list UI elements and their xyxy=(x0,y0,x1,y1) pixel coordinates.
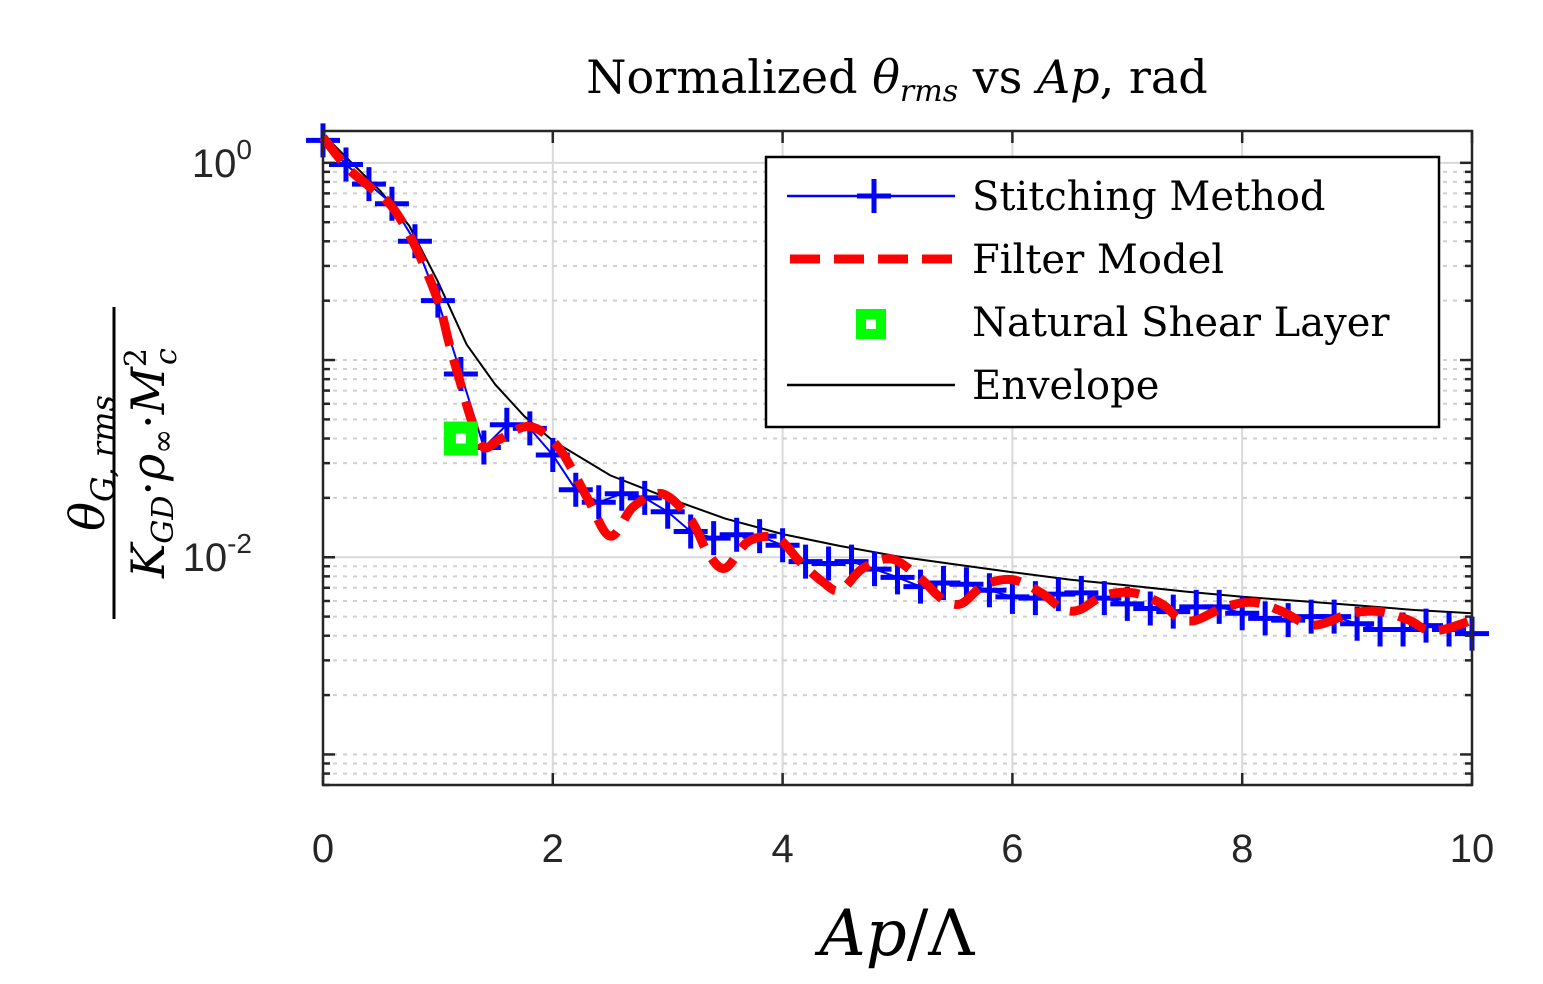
title-theta: θ xyxy=(872,50,900,104)
stitching-marker xyxy=(604,476,639,511)
shear-layer-marker-center xyxy=(455,433,466,444)
xlabel-ap: Ap xyxy=(815,897,907,971)
x-tick-label: 8 xyxy=(1231,827,1253,871)
legend-entry-filter: Filter Model xyxy=(790,237,1224,283)
title-prefix: Normalized xyxy=(586,50,872,104)
legend-entry-envelope: Envelope xyxy=(787,363,1159,409)
axes-layer: 0 2 4 6 8 10 100 10-2 xyxy=(183,129,1495,871)
title-ap: Ap xyxy=(1033,50,1100,104)
legend-box xyxy=(764,155,1441,429)
filter-model-line xyxy=(319,134,1474,636)
y-axis-label: θG, rms KGD·ρ∞·M2c xyxy=(60,307,184,619)
legend-label-envelope: Envelope xyxy=(972,363,1159,409)
ylabel-numerator: θG, rms xyxy=(60,395,122,531)
x-tick-label: 0 xyxy=(312,827,334,871)
x-tick-label: 6 xyxy=(1001,827,1023,871)
title-suffix: , rad xyxy=(1100,50,1208,104)
x-tick-label: 4 xyxy=(771,827,793,871)
title-mid: vs xyxy=(958,50,1037,104)
x-tick-label: 2 xyxy=(542,827,564,871)
chart-title: Normalized θrms vs Ap, rad xyxy=(586,50,1207,109)
y-tick-label: 100 xyxy=(192,134,252,186)
legend-entry-shear: Natural Shear Layer xyxy=(856,300,1390,346)
x-axis-label: Ap/Λ xyxy=(815,897,976,971)
xlabel-slash: / xyxy=(907,897,929,971)
stitching-marker xyxy=(1202,589,1237,624)
stitching-marker xyxy=(328,147,363,182)
legend-label-filter: Filter Model xyxy=(972,237,1224,283)
ylabel-denominator: KGD·ρ∞·M2c xyxy=(119,348,184,579)
xlabel-lambda: Λ xyxy=(927,897,975,971)
legend-label-shear: Natural Shear Layer xyxy=(972,300,1390,346)
legend-plus-marker xyxy=(857,179,891,213)
x-tick-label: 10 xyxy=(1450,827,1495,871)
title-theta-sub: rms xyxy=(900,74,958,109)
axes-box xyxy=(321,129,1474,787)
legend: Stitching Method Filter Model Natural Sh… xyxy=(764,155,1441,429)
legend-entry-stitching: Stitching Method xyxy=(787,174,1326,220)
legend-label-stitching: Stitching Method xyxy=(972,174,1326,220)
stitching-marker xyxy=(627,480,662,515)
y-tick-label: 10-2 xyxy=(183,528,252,580)
